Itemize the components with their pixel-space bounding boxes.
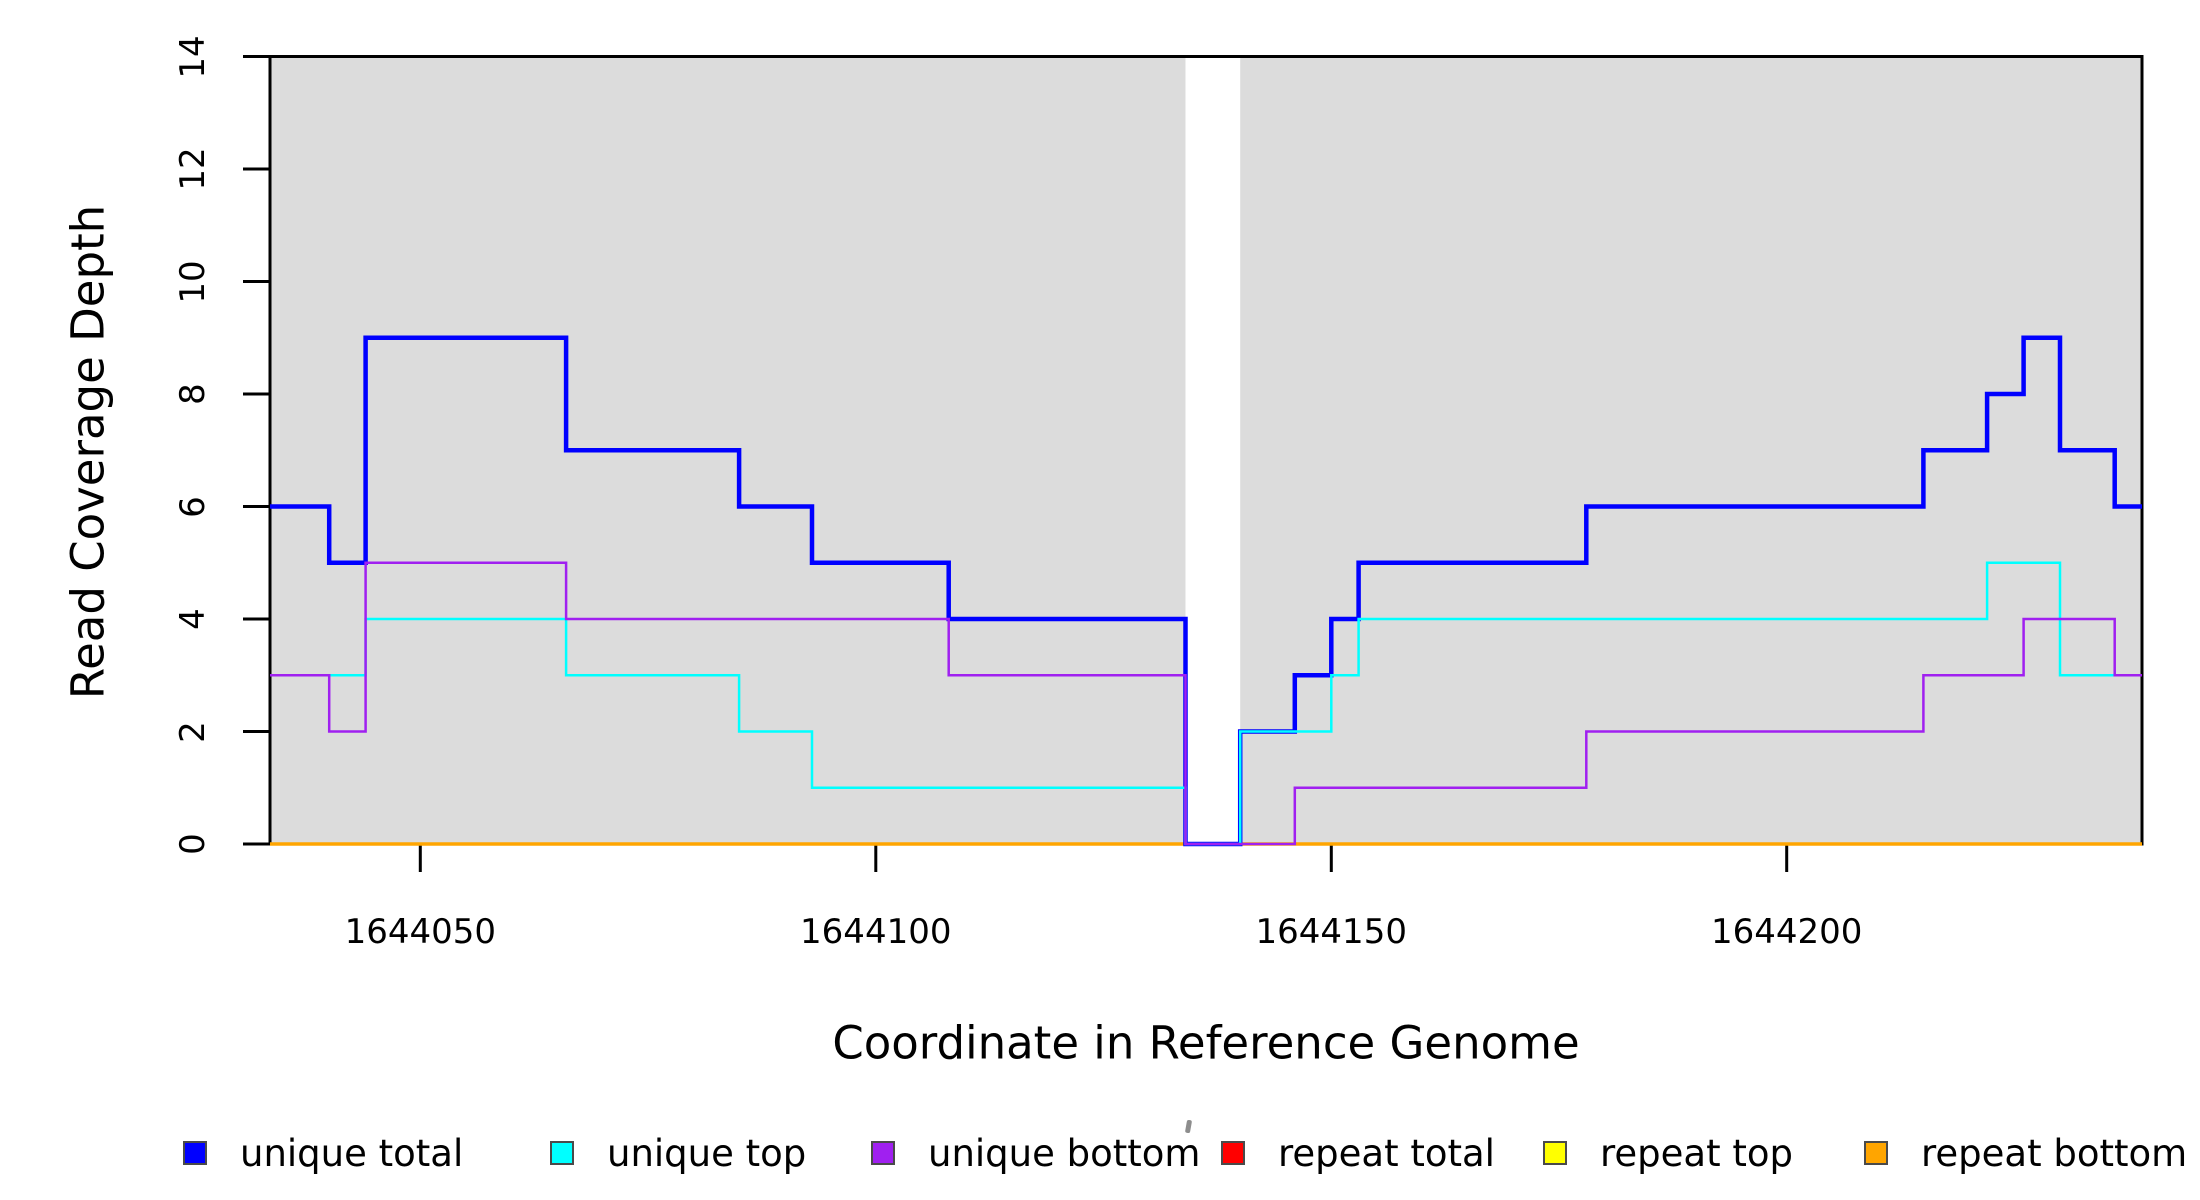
y-tick-label: 2 <box>173 720 213 743</box>
legend-item-repeat-bottom: repeat bottom <box>1864 1128 2187 1178</box>
x-tick-label: 1644100 <box>800 912 952 952</box>
unique-total-swatch-icon <box>183 1141 207 1165</box>
y-tick-label: 10 <box>173 259 213 304</box>
y-tick-label: 12 <box>173 147 213 191</box>
legend-label: repeat top <box>1600 1131 1793 1175</box>
x-tick-label: 1644200 <box>1711 912 1863 952</box>
y-tick-label: 4 <box>173 608 213 630</box>
repeat-bottom-swatch-icon <box>1864 1141 1888 1165</box>
x-axis-title: Coordinate in Reference Genome <box>832 1016 1580 1070</box>
x-tick-label: 1644150 <box>1255 912 1407 952</box>
y-axis-title: Read Coverage Depth <box>61 204 115 700</box>
legend-label: unique total <box>240 1131 464 1175</box>
legend-label: unique top <box>607 1131 807 1175</box>
repeat-top-swatch-icon <box>1543 1141 1567 1165</box>
shaded-region <box>1240 56 2142 844</box>
x-tick-label: 1644050 <box>344 912 497 952</box>
legend-label: repeat total <box>1278 1131 1495 1175</box>
series-unique-bottom <box>270 561 2142 846</box>
legend: unique total unique top unique bottom re… <box>0 1128 2200 1188</box>
y-tick-label: 6 <box>173 495 213 518</box>
legend-label: repeat bottom <box>1921 1131 2188 1175</box>
series-unique-total <box>270 335 2142 847</box>
y-tick-label: 14 <box>173 34 213 79</box>
legend-item-unique-bottom: unique bottom <box>871 1128 1200 1178</box>
legend-item-repeat-top: repeat top <box>1543 1128 1793 1178</box>
legend-label: unique bottom <box>928 1131 1201 1175</box>
legend-item-repeat-total: repeat total <box>1221 1128 1495 1178</box>
y-tick-label: 0 <box>173 833 213 855</box>
legend-item-unique-top: unique top <box>550 1128 806 1178</box>
legend-item-unique-total: unique total <box>183 1128 463 1178</box>
unique-top-swatch-icon <box>550 1141 574 1165</box>
y-tick-label: 8 <box>173 383 213 405</box>
repeat-total-swatch-icon <box>1221 1141 1245 1165</box>
unique-bottom-swatch-icon <box>871 1141 895 1165</box>
